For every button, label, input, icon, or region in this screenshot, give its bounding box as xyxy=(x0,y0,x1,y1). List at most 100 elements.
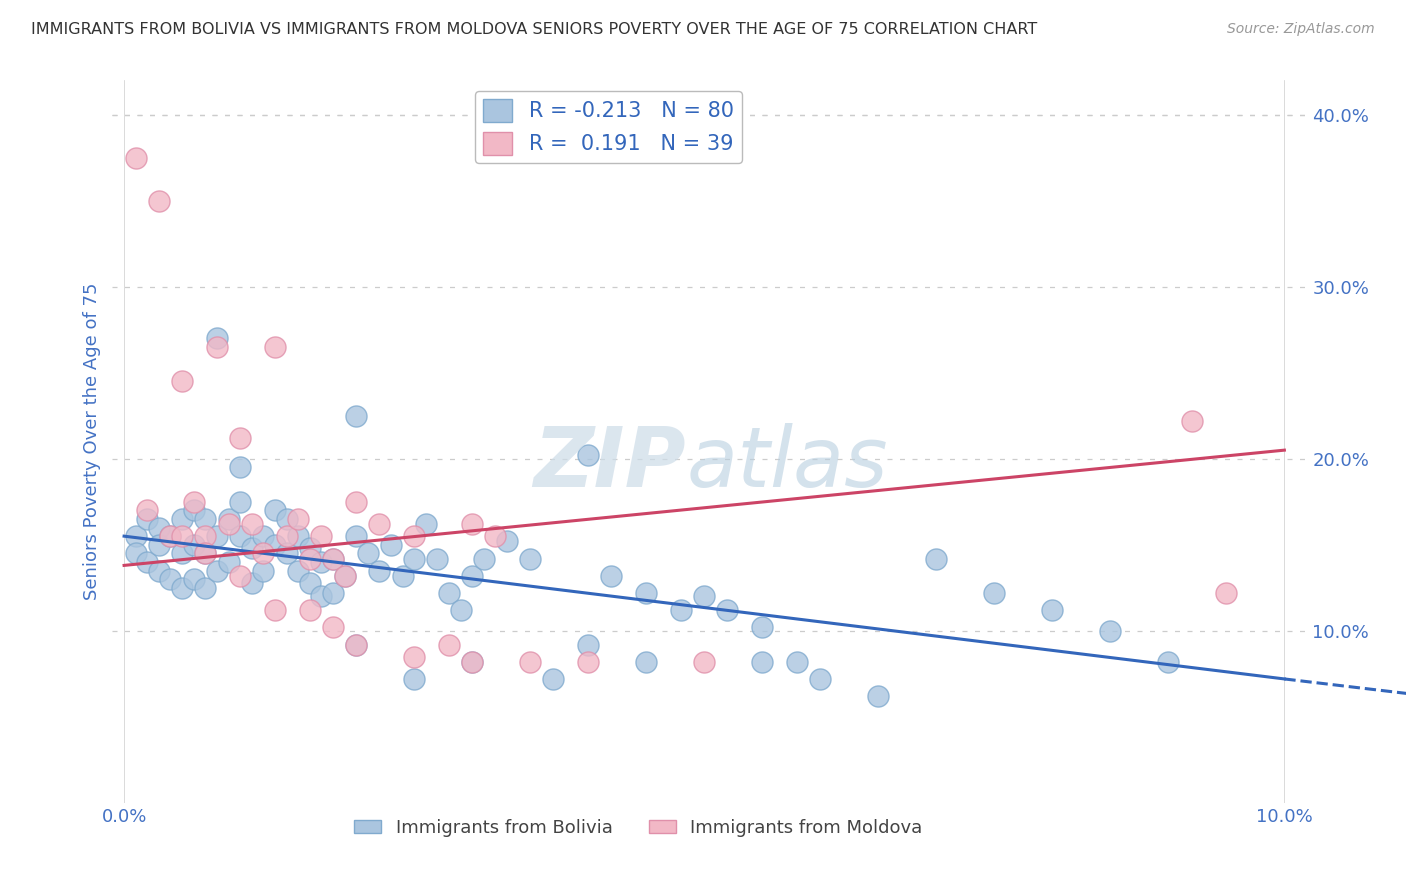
Point xyxy=(264,503,287,517)
Point xyxy=(218,512,240,526)
Point xyxy=(461,655,484,669)
Point xyxy=(716,603,738,617)
Point xyxy=(240,517,263,532)
Point xyxy=(472,551,495,566)
Point xyxy=(426,551,449,566)
Legend: Immigrants from Bolivia, Immigrants from Moldova: Immigrants from Bolivia, Immigrants from… xyxy=(347,812,929,845)
Point xyxy=(252,546,274,560)
Point xyxy=(298,575,321,590)
Point xyxy=(136,503,159,517)
Point xyxy=(344,638,367,652)
Point xyxy=(276,546,298,560)
Point xyxy=(205,564,228,578)
Point xyxy=(218,517,240,532)
Point xyxy=(404,672,426,686)
Point xyxy=(519,551,541,566)
Point xyxy=(125,529,148,543)
Point xyxy=(298,541,321,556)
Point xyxy=(344,494,367,508)
Point xyxy=(194,581,217,595)
Point xyxy=(322,586,344,600)
Point xyxy=(333,568,356,582)
Point xyxy=(543,672,565,686)
Point xyxy=(519,655,541,669)
Point xyxy=(437,638,460,652)
Point xyxy=(183,494,205,508)
Point xyxy=(983,586,1005,600)
Point xyxy=(461,517,484,532)
Point xyxy=(298,603,321,617)
Point xyxy=(311,555,333,569)
Point xyxy=(264,538,287,552)
Point xyxy=(183,572,205,586)
Point xyxy=(276,512,298,526)
Point xyxy=(311,529,333,543)
Point xyxy=(437,586,460,600)
Point xyxy=(404,649,426,664)
Point xyxy=(484,529,506,543)
Point xyxy=(344,638,367,652)
Point xyxy=(450,603,472,617)
Point xyxy=(205,331,228,345)
Point xyxy=(194,512,217,526)
Point xyxy=(311,590,333,604)
Point xyxy=(252,564,274,578)
Point xyxy=(194,529,217,543)
Point xyxy=(322,551,344,566)
Point xyxy=(404,529,426,543)
Point xyxy=(287,512,309,526)
Point xyxy=(183,503,205,517)
Text: ZIP: ZIP xyxy=(533,423,686,504)
Point xyxy=(229,431,252,445)
Point xyxy=(205,340,228,354)
Point xyxy=(576,638,599,652)
Text: atlas: atlas xyxy=(686,423,887,504)
Point xyxy=(1180,414,1202,428)
Point xyxy=(229,494,252,508)
Point xyxy=(693,655,716,669)
Point xyxy=(461,655,484,669)
Point xyxy=(576,448,599,462)
Point xyxy=(404,551,426,566)
Point xyxy=(693,590,716,604)
Point xyxy=(264,340,287,354)
Point xyxy=(264,603,287,617)
Point xyxy=(368,517,391,532)
Point xyxy=(148,520,170,534)
Point xyxy=(125,546,148,560)
Point xyxy=(415,517,437,532)
Point xyxy=(1099,624,1122,638)
Point xyxy=(496,534,519,549)
Point xyxy=(229,529,252,543)
Point xyxy=(576,655,599,669)
Point xyxy=(194,546,217,560)
Point xyxy=(252,529,274,543)
Point xyxy=(240,541,263,556)
Point xyxy=(205,529,228,543)
Point xyxy=(136,512,159,526)
Point xyxy=(229,568,252,582)
Point xyxy=(636,655,658,669)
Y-axis label: Seniors Poverty Over the Age of 75: Seniors Poverty Over the Age of 75 xyxy=(83,283,101,600)
Point xyxy=(1215,586,1237,600)
Point xyxy=(344,529,367,543)
Point xyxy=(148,538,170,552)
Point xyxy=(172,581,194,595)
Point xyxy=(322,551,344,566)
Point xyxy=(148,564,170,578)
Point xyxy=(786,655,808,669)
Text: Source: ZipAtlas.com: Source: ZipAtlas.com xyxy=(1227,22,1375,37)
Point xyxy=(125,151,148,165)
Point xyxy=(240,575,263,590)
Point xyxy=(357,546,380,560)
Text: IMMIGRANTS FROM BOLIVIA VS IMMIGRANTS FROM MOLDOVA SENIORS POVERTY OVER THE AGE : IMMIGRANTS FROM BOLIVIA VS IMMIGRANTS FR… xyxy=(31,22,1038,37)
Point xyxy=(751,655,773,669)
Point xyxy=(1157,655,1180,669)
Point xyxy=(322,620,344,634)
Point xyxy=(868,689,890,703)
Point xyxy=(194,546,217,560)
Point xyxy=(380,538,402,552)
Point xyxy=(333,568,356,582)
Point xyxy=(461,568,484,582)
Point xyxy=(172,375,194,389)
